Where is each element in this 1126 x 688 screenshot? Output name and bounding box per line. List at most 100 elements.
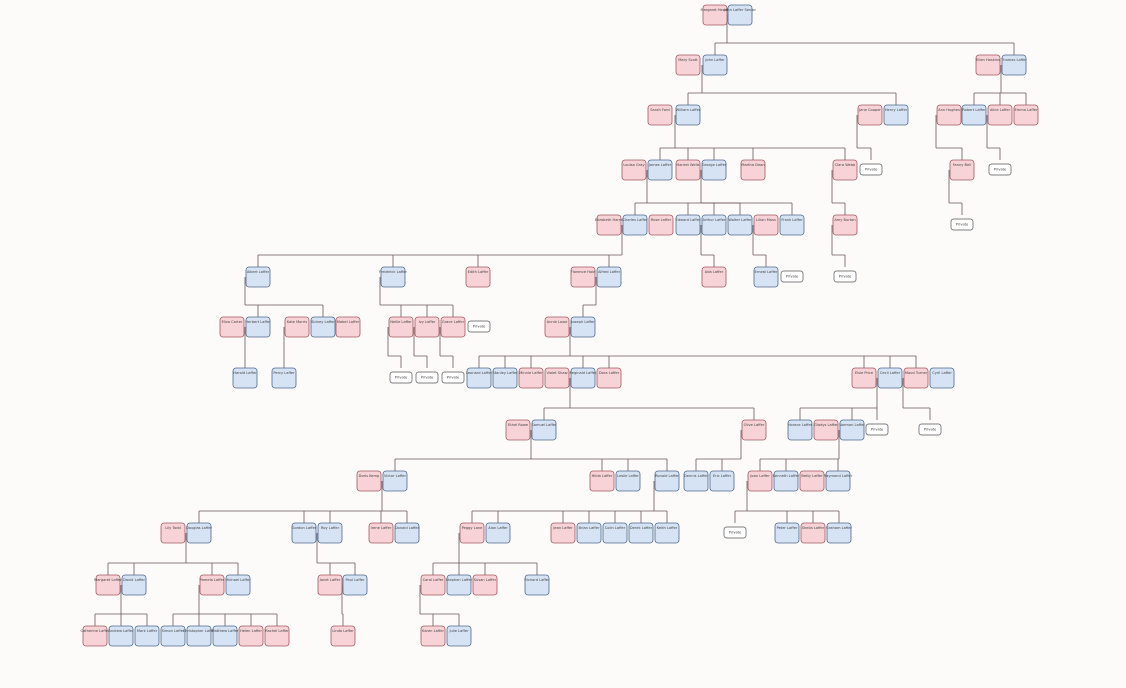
person-box xyxy=(826,522,852,544)
person-name: Derek Laffer xyxy=(630,526,653,530)
person-card: Frederick Laffer xyxy=(379,266,407,288)
person-box xyxy=(753,214,779,236)
person-box xyxy=(596,266,622,288)
person-card: Eric Laffer xyxy=(709,470,735,492)
person-card: Mabel Laffer xyxy=(335,316,361,338)
connector xyxy=(659,115,846,160)
person-box xyxy=(654,470,680,492)
person-name: Private xyxy=(729,531,742,535)
person-name: Graham Laffer xyxy=(826,526,852,530)
person-card: Ada Laffer xyxy=(701,266,727,288)
placeholder-box xyxy=(859,163,883,176)
person-name: Christopher Laffer xyxy=(183,629,216,633)
person-box xyxy=(727,214,753,236)
connector xyxy=(582,277,597,317)
person-box xyxy=(727,4,753,26)
person-card: Carol Laffer xyxy=(420,574,446,596)
person-card: Amy Burton xyxy=(832,214,858,236)
person-card: Joan Laffer xyxy=(747,470,773,492)
person-box xyxy=(264,625,290,647)
person-name: David Laffer xyxy=(123,578,145,582)
person-card: Private xyxy=(865,423,889,436)
person-card: Raymond Laffer xyxy=(824,470,853,492)
person-card: Michael Laffer xyxy=(225,574,251,596)
person-card: Christopher Laffer xyxy=(183,625,216,647)
person-box xyxy=(851,367,877,389)
placeholder-box xyxy=(723,526,747,539)
connector xyxy=(687,65,897,105)
person-name: Edward Laffer xyxy=(676,218,701,222)
person-box xyxy=(589,470,615,492)
person-card: Private xyxy=(918,423,942,436)
person-name: Elsie Price xyxy=(855,371,874,375)
person-name: Charles Laffer xyxy=(622,218,648,222)
person-name: Donald Laffer xyxy=(395,526,420,530)
person-card: John Laffer xyxy=(702,54,728,76)
person-box xyxy=(446,625,472,647)
person-name: Private xyxy=(871,428,884,432)
person-box xyxy=(621,159,647,181)
person-name: Ivy Laffer xyxy=(419,320,436,324)
person-name: Percy Laffer xyxy=(273,371,295,375)
person-name: Private xyxy=(924,428,937,432)
person-name: Sarah Ford xyxy=(650,108,669,112)
person-card: Margaret Laffer xyxy=(94,574,122,596)
person-name: Alice Laffer xyxy=(990,108,1011,112)
person-box xyxy=(465,266,491,288)
person-name: Private xyxy=(447,376,460,380)
person-name: James Laffer xyxy=(648,163,672,167)
person-card: Stanley Laffer xyxy=(492,367,518,389)
person-box xyxy=(949,159,975,181)
person-name: Martha Dean xyxy=(741,163,764,167)
person-card: Linda Laffer xyxy=(330,625,356,647)
person-name: Private xyxy=(786,275,799,279)
person-name: Elizabeth Harris xyxy=(595,218,623,222)
person-card: Grace Laffer xyxy=(440,316,466,338)
person-box xyxy=(832,159,858,181)
person-card: Cyril Laffer xyxy=(929,367,955,389)
person-card: Helen Laffer xyxy=(238,625,264,647)
person-box xyxy=(701,214,727,236)
person-box xyxy=(212,625,238,647)
person-box xyxy=(291,522,317,544)
person-box xyxy=(1013,104,1039,126)
person-card: Leonard Laffer xyxy=(466,367,493,389)
placeholder-box xyxy=(988,163,1012,176)
person-name: Rachel Laffer xyxy=(265,629,289,633)
person-card: Arthur Laffer xyxy=(701,214,727,236)
person-name: Jean Laffer xyxy=(552,526,573,530)
connector xyxy=(172,585,278,626)
person-card: Alice Laffer xyxy=(987,104,1013,126)
connector xyxy=(831,225,846,267)
person-card: Alan Laffer xyxy=(485,522,511,544)
person-name: Samuel Laffer xyxy=(532,423,558,427)
person-card: Maud Turner xyxy=(903,367,929,389)
person-name: Alfred Laffer xyxy=(598,270,621,274)
person-box xyxy=(95,574,121,596)
person-name: Cecil Laffer xyxy=(880,371,901,375)
person-name: Ann Hughes xyxy=(938,108,960,112)
person-card: Walter Laffer xyxy=(727,214,753,236)
person-name: William Laffer xyxy=(676,108,701,112)
person-card: Albert Laffer xyxy=(245,266,271,288)
person-card: Ann Hughes xyxy=(936,104,962,126)
person-box xyxy=(877,367,903,389)
person-name: Clara Webb xyxy=(835,163,856,167)
connector xyxy=(948,170,963,215)
person-name: Harold Laffer xyxy=(233,371,257,375)
person-name: Matthew Laffer xyxy=(211,629,239,633)
person-card: Mary Scott xyxy=(675,54,701,76)
person-card: Victor Laffer xyxy=(382,470,408,492)
person-box xyxy=(121,574,147,596)
person-box xyxy=(271,367,297,389)
person-box xyxy=(219,316,245,338)
person-box xyxy=(747,470,773,492)
person-box xyxy=(622,214,648,236)
person-box xyxy=(825,470,851,492)
person-box xyxy=(330,625,356,647)
person-name: Herbert Laffer xyxy=(245,320,271,324)
person-name: Lily Todd xyxy=(165,526,181,530)
person-box xyxy=(518,367,544,389)
person-card: Robert Laffer xyxy=(961,104,987,126)
